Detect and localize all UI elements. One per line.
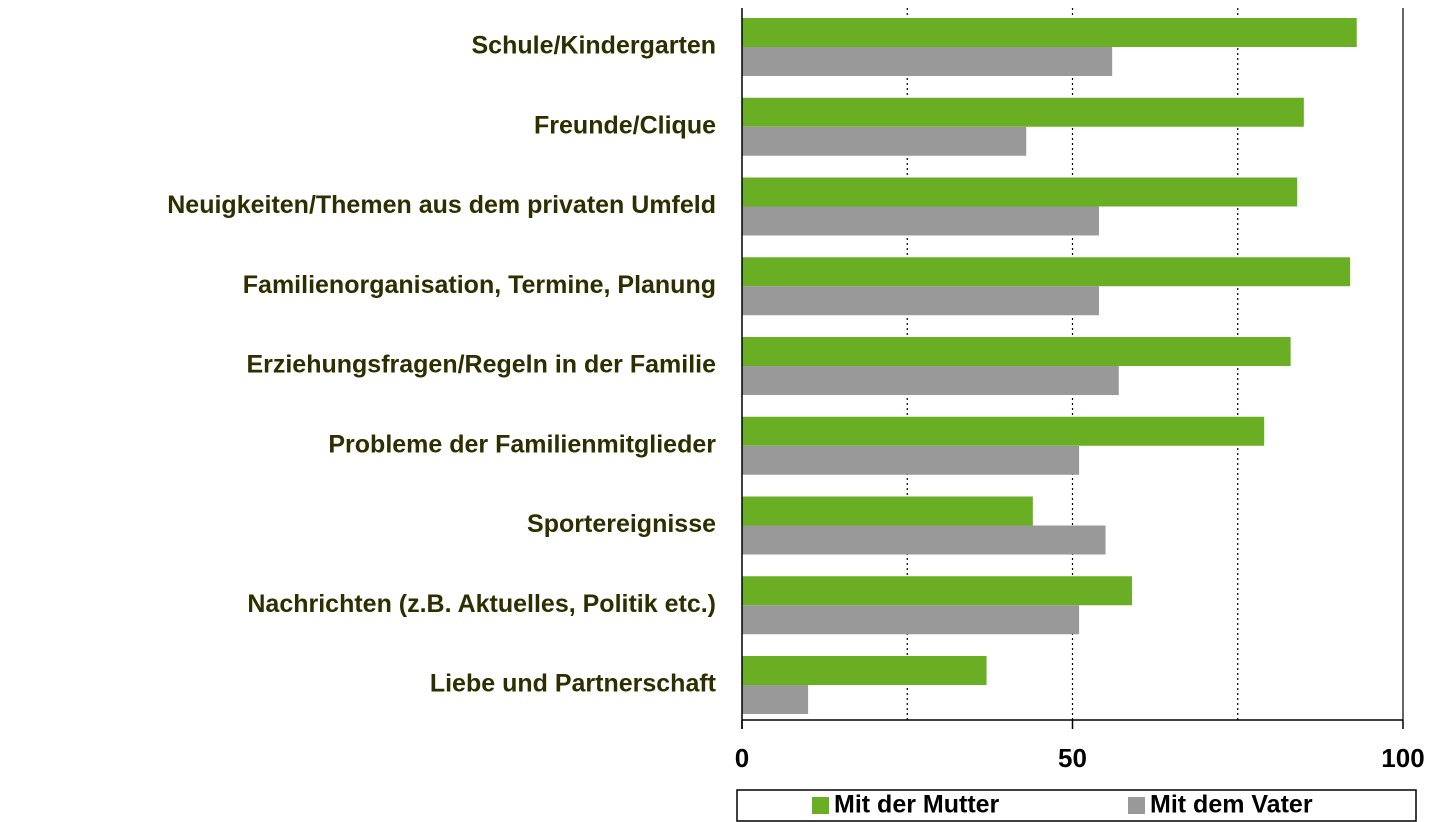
bar (742, 286, 1099, 316)
bar (742, 496, 1033, 526)
legend-swatch (1128, 797, 1145, 814)
y-tick-label: Freunde/Clique (534, 111, 716, 139)
legend-swatch (812, 797, 829, 814)
bar (742, 18, 1357, 47)
bar (742, 47, 1113, 76)
bar (742, 656, 987, 685)
y-tick-label: Liebe und Partnerschaft (430, 670, 717, 698)
y-tick-label: Nachrichten (z.B. Aktuelles, Politik etc… (247, 590, 716, 618)
y-tick-label: Neuigkeiten/Themen aus dem privaten Umfe… (167, 191, 716, 219)
y-tick-label: Erziehungsfragen/Regeln in der Familie (246, 351, 716, 379)
y-tick-label: Familienorganisation, Termine, Planung (243, 271, 716, 299)
bar (742, 605, 1080, 635)
legend-label: Mit der Mutter (834, 791, 1000, 819)
x-tick-label: 50 (1058, 743, 1087, 773)
x-tick-label: 0 (735, 743, 749, 773)
bar (742, 206, 1099, 236)
y-tick-label: Sportereignisse (527, 510, 716, 538)
y-tick-label: Probleme der Familienmitglieder (328, 430, 716, 458)
bar (742, 177, 1298, 207)
x-tick-label: 100 (1381, 743, 1424, 773)
bar (742, 257, 1351, 287)
bar (742, 97, 1304, 127)
legend-box (736, 789, 1417, 822)
bar (742, 685, 809, 714)
legend-label: Mit dem Vater (1150, 791, 1313, 819)
bar (742, 525, 1106, 555)
bar (742, 416, 1265, 446)
y-tick-label: Schule/Kindergarten (472, 32, 717, 60)
bar (742, 126, 1027, 156)
bar (742, 366, 1119, 395)
bar (742, 445, 1080, 475)
bar (742, 576, 1132, 606)
bar (742, 337, 1291, 366)
